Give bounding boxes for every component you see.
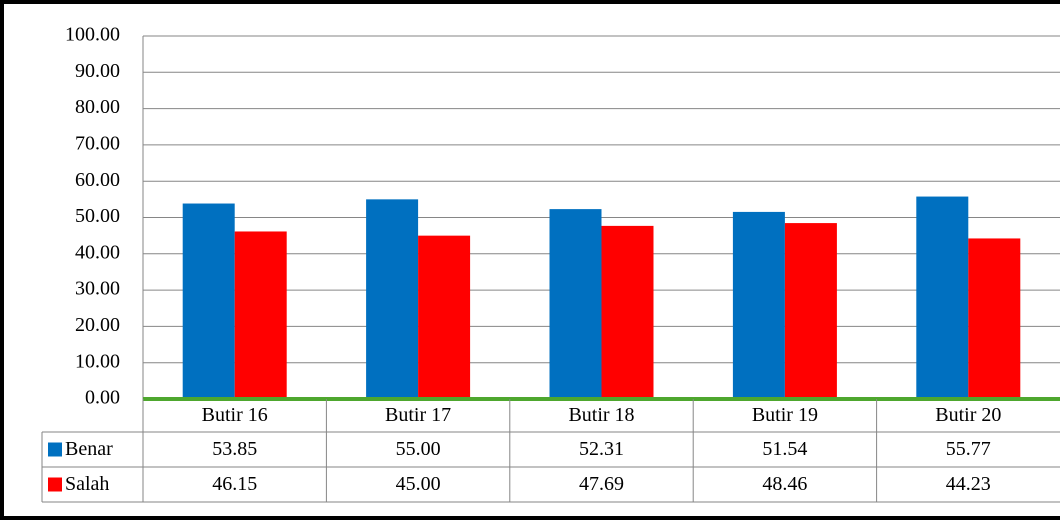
y-tick-label: 60.00 <box>75 169 120 191</box>
table-value: 55.00 <box>396 438 441 460</box>
y-tick-label: 80.00 <box>75 96 120 118</box>
legend-label: Salah <box>65 473 109 495</box>
table-value: 44.23 <box>946 473 991 495</box>
table-value: 52.31 <box>579 438 624 460</box>
bar <box>366 199 419 399</box>
y-tick-label: 40.00 <box>75 241 120 263</box>
x-tick-label: Butir 18 <box>568 404 634 426</box>
table-value: 51.54 <box>762 438 807 460</box>
bar <box>916 196 969 399</box>
x-tick-label: Butir 20 <box>935 404 1001 426</box>
bar <box>418 235 471 399</box>
bar <box>601 225 654 399</box>
bar <box>784 223 837 399</box>
table-value: 47.69 <box>579 473 624 495</box>
y-tick-label: 90.00 <box>75 60 120 82</box>
bar <box>732 211 785 399</box>
table-value: 48.46 <box>762 473 807 495</box>
legend-swatch <box>48 442 62 457</box>
y-tick-label: 50.00 <box>75 205 120 227</box>
y-tick-label: 100.00 <box>65 24 120 46</box>
table-value: 53.85 <box>212 438 257 460</box>
y-tick-label: 20.00 <box>75 314 120 336</box>
table-value: 55.77 <box>946 438 991 460</box>
y-tick-label: 30.00 <box>75 278 120 300</box>
x-tick-label: Butir 16 <box>202 404 268 426</box>
y-tick-label: 0.00 <box>85 387 120 409</box>
legend-swatch <box>48 477 62 492</box>
bar <box>234 231 287 399</box>
bar <box>968 238 1021 399</box>
x-tick-label: Butir 17 <box>385 404 451 426</box>
y-tick-label: 70.00 <box>75 132 120 154</box>
legend-label: Benar <box>65 438 113 460</box>
table-value: 45.00 <box>396 473 441 495</box>
y-tick-label: 10.00 <box>75 350 120 372</box>
x-tick-label: Butir 19 <box>752 404 818 426</box>
table-value: 46.15 <box>212 473 257 495</box>
bar <box>549 209 602 399</box>
bar <box>182 203 235 399</box>
